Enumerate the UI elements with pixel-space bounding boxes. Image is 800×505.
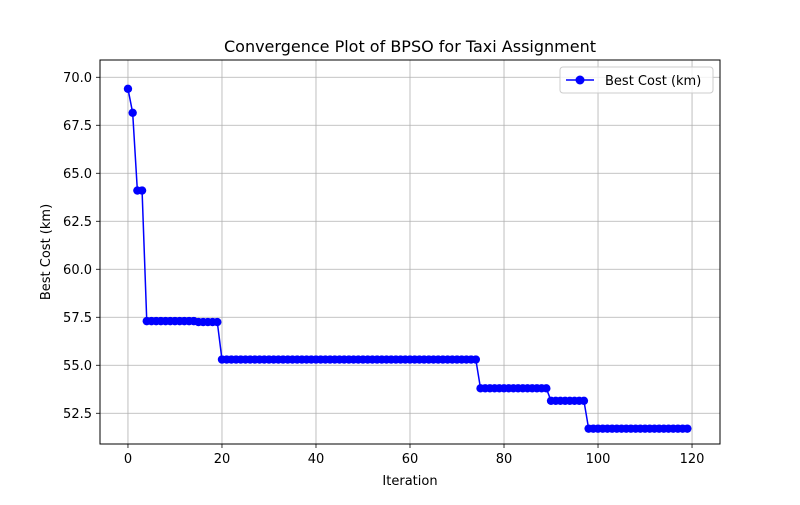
x-tick-label: 60 xyxy=(402,452,419,467)
y-tick-label: 55.0 xyxy=(63,359,92,374)
series-layer xyxy=(123,84,692,433)
grid xyxy=(100,60,720,444)
y-tick-label: 52.5 xyxy=(63,407,92,422)
data-point xyxy=(128,108,137,118)
x-tick-label: 0 xyxy=(124,452,132,467)
legend-box xyxy=(559,66,714,94)
x-axis-label: Iteration xyxy=(382,474,437,489)
data-point xyxy=(542,384,551,393)
y-tick-label: 57.5 xyxy=(63,311,92,326)
x-tick-label: 80 xyxy=(496,452,513,467)
y-tick-label: 67.5 xyxy=(63,119,92,134)
legend: Best Cost (km) xyxy=(559,66,714,94)
ticks: 0 20 40 60 80 100 120 52.5 55.0 57.5 60.0 62.5 65.0 6… xyxy=(63,71,704,467)
y-tick-label: 62.5 xyxy=(63,215,92,230)
data-point xyxy=(579,396,589,405)
x-tick-label: 120 xyxy=(680,452,705,467)
data-point xyxy=(137,186,147,195)
legend-marker xyxy=(575,75,585,85)
data-point xyxy=(683,424,692,433)
data-point xyxy=(213,317,222,327)
x-tick-label: 100 xyxy=(586,452,611,467)
data-point xyxy=(123,84,133,94)
data-point xyxy=(471,355,481,364)
chart-title: Convergence Plot of BPSO for Taxi Assign… xyxy=(224,37,596,56)
x-tick-label: 20 xyxy=(214,452,231,467)
y-tick-label: 65.0 xyxy=(63,167,92,182)
legend-label: Best Cost (km) xyxy=(605,74,701,89)
y-tick-label: 70.0 xyxy=(63,71,92,86)
y-axis-label: Best Cost (km) xyxy=(39,204,54,300)
y-tick-label: 60.0 xyxy=(63,263,92,278)
x-tick-label: 40 xyxy=(308,452,325,467)
